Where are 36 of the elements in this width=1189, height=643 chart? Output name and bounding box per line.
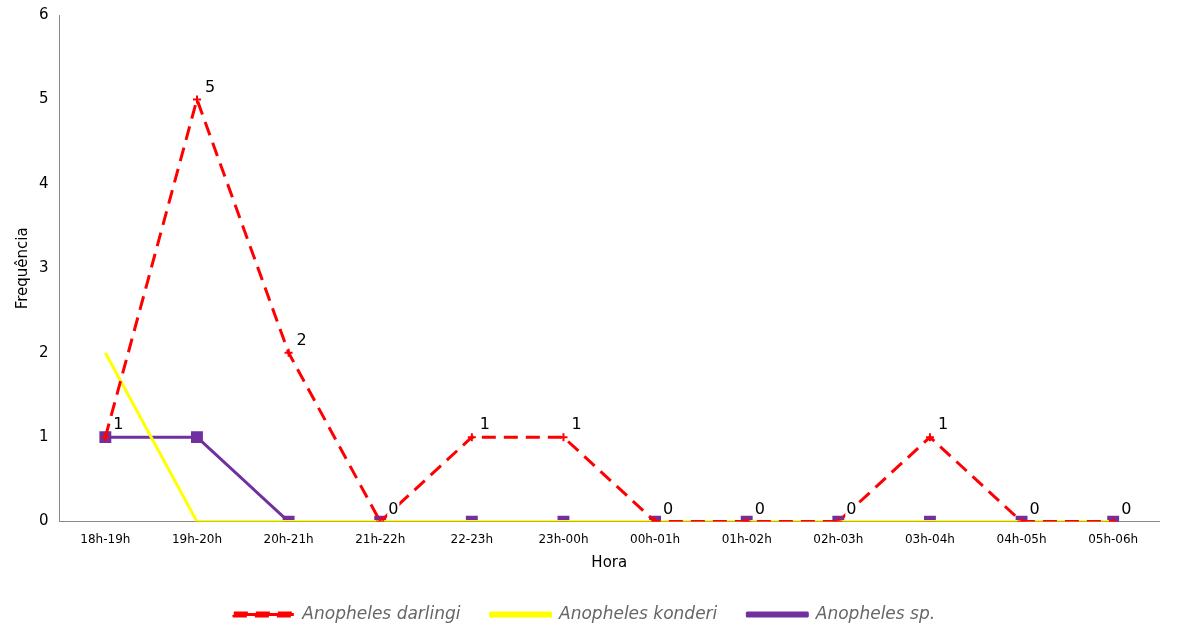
x-tick-label: 23h-00h <box>538 531 589 546</box>
data-label: 1 <box>113 414 124 434</box>
y-tick-label: 0 <box>39 511 49 530</box>
x-tick-label: 19h-20h <box>171 531 223 546</box>
y-tick-label: 2 <box>39 342 49 361</box>
data-label: 0 <box>754 498 765 518</box>
x-tick-label: 21h-22h <box>355 531 406 546</box>
x-tick-label: 18h-19h <box>80 531 131 546</box>
data-label: 5 <box>204 76 216 96</box>
x-tick-label: 04h-05h <box>996 531 1047 546</box>
data-label: 0 <box>388 498 399 518</box>
x-tick-label: 02h-03h <box>813 531 864 546</box>
data-label: 1 <box>571 414 582 434</box>
x-tick-label: 00h-01h <box>630 531 681 546</box>
legend-label: Anopheles darlingi <box>301 602 461 623</box>
y-tick-label: 3 <box>39 258 49 277</box>
legend-label: Anopheles konderi <box>558 602 718 623</box>
y-axis-title: Frequência <box>12 227 31 310</box>
x-tick-label: 01h-02h <box>721 531 772 546</box>
y-tick-label: 1 <box>39 427 49 446</box>
x-tick-label: 05h-06h <box>1088 531 1139 546</box>
x-axis-title: Hora <box>591 552 628 571</box>
data-label: 1 <box>479 414 491 434</box>
data-label: 0 <box>1029 498 1040 518</box>
data-label: 2 <box>296 329 307 349</box>
x-tick-label: 20h-21h <box>263 531 314 546</box>
data-label: 1 <box>937 414 949 434</box>
data-label: 0 <box>846 498 857 518</box>
legend-label: Anopheles sp. <box>814 602 936 623</box>
y-tick-label: 4 <box>39 173 49 192</box>
data-label: 0 <box>1121 498 1132 518</box>
y-tick-label: 6 <box>39 4 49 23</box>
x-tick-label: 03h-04h <box>904 531 955 546</box>
x-tick-label: 22-23h <box>450 531 494 546</box>
y-tick-label: 5 <box>39 89 49 108</box>
data-label: 0 <box>663 498 674 518</box>
